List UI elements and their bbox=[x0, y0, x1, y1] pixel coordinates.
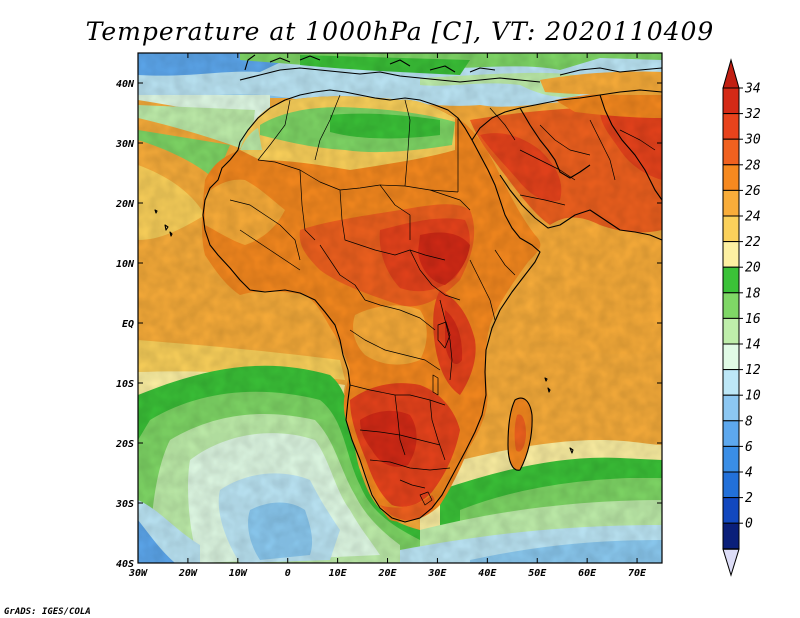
colorbar-swatch bbox=[722, 420, 740, 447]
lat-tick-label: 40S bbox=[116, 559, 134, 570]
colorbar-swatch bbox=[722, 113, 740, 140]
colorbar-label: 32 bbox=[744, 107, 761, 122]
latitude-axis: 40N 30N 20N 10N EQ 10S 20S 30S 40S bbox=[115, 79, 662, 570]
colorbar-swatch bbox=[722, 87, 740, 115]
colorbar-swatch bbox=[722, 189, 740, 217]
colorbar-swatch bbox=[722, 369, 740, 396]
colorbar-label: 34 bbox=[744, 82, 761, 97]
colorbar-swatch bbox=[722, 241, 740, 268]
colorbar-swatch bbox=[722, 394, 740, 422]
colorbar-swatch bbox=[722, 317, 740, 345]
lat-tick-label: 40N bbox=[116, 79, 135, 90]
colorbar-label: 2 bbox=[745, 491, 753, 506]
colorbar-label: 14 bbox=[745, 338, 761, 353]
lon-tick-label: 60E bbox=[578, 568, 597, 579]
grads-credit: GrADS: IGES/COLA bbox=[4, 607, 91, 617]
colorbar-swatch bbox=[722, 266, 740, 294]
lat-tick-label: 10S bbox=[116, 379, 134, 390]
lon-tick-label: 20E bbox=[377, 568, 397, 579]
colorbar-label: 18 bbox=[745, 286, 761, 301]
lon-tick-label: 30E bbox=[427, 568, 447, 579]
colorbar-label: 26 bbox=[745, 184, 761, 199]
colorbar-label: 0 bbox=[745, 517, 753, 532]
lon-tick-label: 70E bbox=[628, 568, 647, 579]
colorbar-label: 16 bbox=[745, 312, 761, 327]
lat-tick-label: 30N bbox=[115, 139, 135, 150]
temperature-field bbox=[138, 53, 662, 563]
colorbar-swatch bbox=[722, 497, 740, 524]
lon-tick-label: 30W bbox=[128, 568, 148, 579]
lon-tick-label: 10W bbox=[229, 568, 248, 579]
colorbar-bottom-arrow bbox=[722, 548, 740, 577]
colorbar-label: 22 bbox=[745, 235, 761, 250]
lon-tick-label: 20W bbox=[178, 568, 198, 579]
colorbar-label: 20 bbox=[745, 261, 761, 276]
lat-tick-label: 20N bbox=[115, 199, 135, 210]
colorbar-label: 24 bbox=[745, 210, 761, 225]
colorbar-swatch bbox=[722, 215, 740, 243]
map-frame bbox=[137, 52, 663, 564]
colorbar-swatch bbox=[722, 445, 740, 473]
lon-tick-label: 40E bbox=[478, 568, 497, 579]
lon-tick-label: 50E bbox=[528, 568, 547, 579]
country-borders bbox=[229, 94, 656, 506]
lat-tick-label: 20S bbox=[115, 439, 134, 450]
colorbar-label: 28 bbox=[745, 158, 761, 173]
lat-tick-label: 30S bbox=[115, 499, 134, 510]
colorbar-swatch bbox=[722, 164, 740, 191]
colorbar-swatch bbox=[722, 138, 740, 166]
map-panel: 30W 20W 10W 0 10E 20E 30E 40E 50E 60E 70E 40N 30N 20… bbox=[115, 52, 663, 579]
colorbar-label: 12 bbox=[745, 363, 761, 378]
lat-tick-label: EQ bbox=[122, 319, 134, 330]
colorbar-label: 4 bbox=[745, 466, 753, 481]
coastlines bbox=[154, 54, 662, 523]
colorbar-swatch bbox=[722, 292, 740, 319]
colorbar-swatch bbox=[722, 343, 740, 371]
colorbar-swatch bbox=[722, 471, 740, 499]
colorbar-label: 6 bbox=[745, 440, 753, 455]
lon-tick-label: 0 bbox=[285, 568, 291, 579]
lat-tick-label: 10N bbox=[116, 259, 135, 270]
colorbar-label: 30 bbox=[744, 133, 761, 148]
lon-tick-label: 10E bbox=[329, 568, 348, 579]
colorbar-label: 10 bbox=[745, 389, 761, 404]
colorbar-swatch bbox=[722, 522, 740, 550]
colorbar-top-arrow bbox=[722, 58, 740, 89]
map-title: Temperature at 1000hPa [C], VT: 20201104… bbox=[86, 17, 715, 46]
longitude-axis: 30W 20W 10W 0 10E 20E 30E 40E 50E 60E 70E bbox=[128, 53, 647, 579]
colorbar-label: 8 bbox=[745, 414, 753, 429]
